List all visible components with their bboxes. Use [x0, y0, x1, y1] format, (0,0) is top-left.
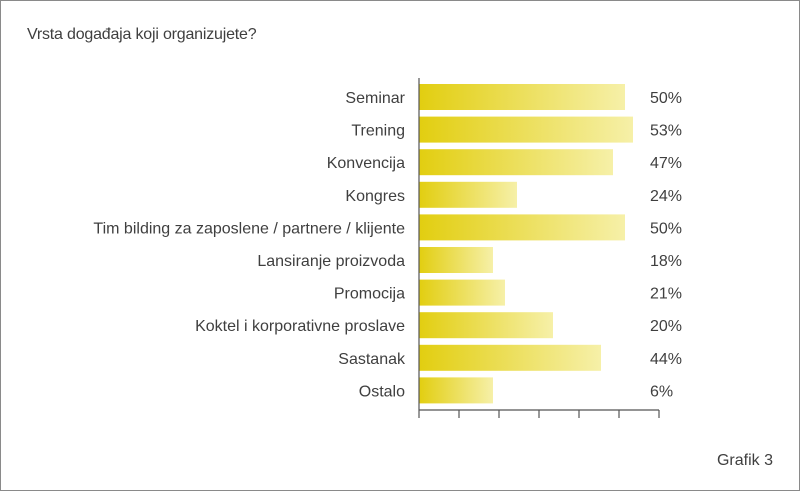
bar-4	[419, 181, 517, 208]
chart-title: Vrsta događaja koji organizujete?	[27, 26, 257, 43]
category-label: Koktel i korporativne proslave	[195, 318, 405, 335]
bar-6	[419, 247, 493, 273]
bar-1	[419, 84, 625, 110]
bar-7	[419, 279, 505, 306]
bar-3	[419, 149, 613, 176]
category-label: Ostalo	[359, 383, 405, 400]
category-label: Tim bilding za zaposlene / partnere / kl…	[93, 220, 405, 237]
figure-caption: Grafik 3	[716, 452, 773, 469]
bar-2	[419, 116, 633, 143]
value-label: 47%	[650, 155, 682, 172]
value-label: 18%	[650, 253, 682, 270]
value-label: 21%	[650, 286, 682, 303]
value-label: 6%	[650, 383, 673, 400]
category-label: Trening	[351, 123, 405, 140]
bar-8	[419, 312, 553, 339]
category-label: Kongres	[345, 188, 405, 205]
axis-group	[418, 78, 660, 418]
bar-10	[419, 377, 493, 404]
value-label: 50%	[650, 90, 682, 107]
category-label: Lansiranje proizvoda	[257, 253, 405, 270]
value-label: 24%	[650, 188, 682, 205]
value-label: 50%	[650, 220, 682, 237]
bar-9	[419, 344, 601, 371]
category-label: Promocija	[334, 286, 405, 303]
bars-group: Seminar 50% Trening 53% Konvencija 47% Kongres…	[93, 84, 682, 404]
value-label: 20%	[650, 318, 682, 335]
category-label: Konvencija	[327, 155, 405, 172]
category-label: Sastanak	[338, 351, 406, 368]
bar-5	[419, 214, 625, 241]
value-label: 53%	[650, 123, 682, 140]
category-label: Seminar	[345, 90, 405, 107]
value-label: 44%	[650, 351, 682, 368]
